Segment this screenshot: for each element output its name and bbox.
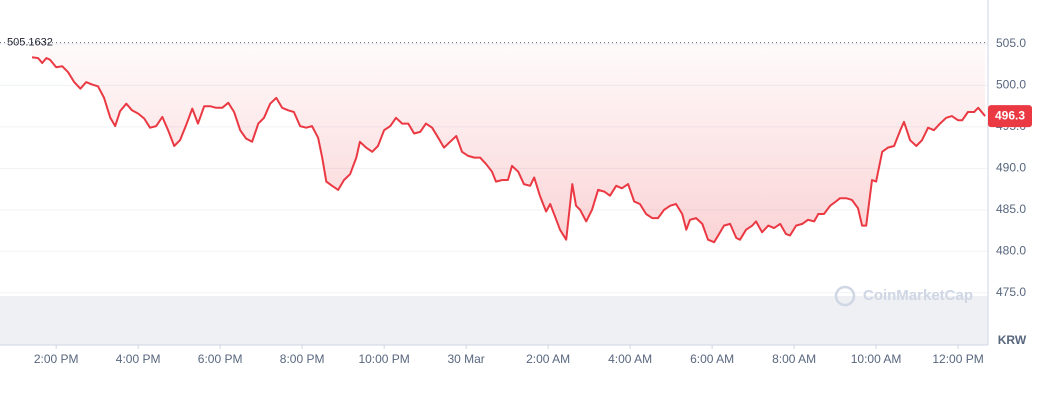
x-tick-label: 10:00 PM	[358, 352, 409, 366]
x-tick-label: 2:00 PM	[34, 352, 79, 366]
y-tick-label: 485.0	[996, 202, 1026, 216]
price-line	[31, 56, 986, 244]
y-tick-label: 490.0	[996, 161, 1026, 175]
reference-label: 505.1632	[7, 37, 53, 49]
area-fill	[32, 42, 986, 243]
x-tick-label: 4:00 PM	[116, 352, 161, 366]
y-unit: KRW	[998, 333, 1027, 347]
y-tick-label: 500.0	[996, 78, 1026, 92]
x-tick-label: 8:00 AM	[772, 352, 816, 366]
watermark-logo	[834, 285, 856, 307]
volume-band	[0, 296, 988, 345]
x-tick-label: 6:00 PM	[198, 352, 243, 366]
last-price-box	[988, 105, 1032, 128]
watermark: CoinMarketCap	[863, 287, 973, 304]
x-tick-label: 8:00 PM	[280, 352, 325, 366]
x-tick-label: 2:00 AM	[526, 352, 570, 366]
x-tick-label: 6:00 AM	[690, 352, 734, 366]
y-tick-label: 505.0	[996, 36, 1026, 50]
x-tick-label: 30 Mar	[447, 352, 484, 366]
x-tick-label: 12:00 PM	[932, 352, 983, 366]
last-price-label: 496.3	[995, 108, 1025, 122]
x-tick-label: 4:00 AM	[608, 352, 652, 366]
y-tick-label: 475.0	[996, 285, 1026, 299]
x-tick-label: 10:00 AM	[851, 352, 902, 366]
y-tick-label: 480.0	[996, 243, 1026, 257]
